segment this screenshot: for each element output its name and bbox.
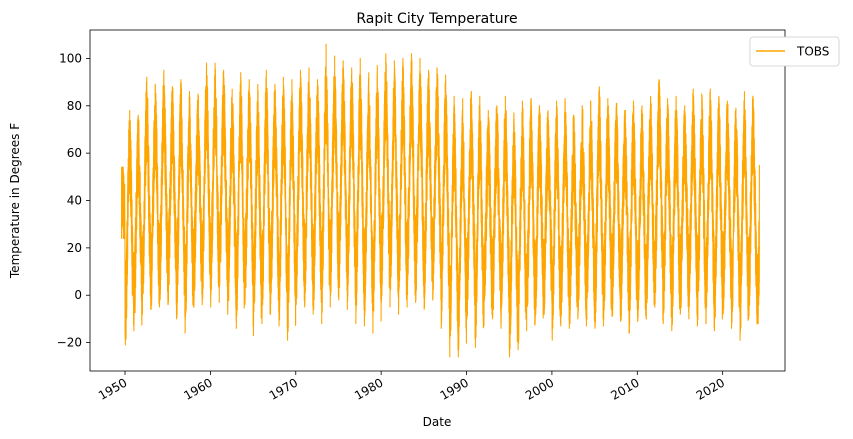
x-tick-label: 1980 bbox=[352, 375, 385, 402]
x-tick-label: 2020 bbox=[694, 375, 727, 402]
series-line-tobs bbox=[121, 43, 760, 358]
x-tick-label: 2000 bbox=[523, 375, 556, 402]
y-tick-label: 40 bbox=[67, 194, 82, 208]
chart-title: Rapit City Temperature bbox=[356, 11, 517, 27]
y-tick-label: 20 bbox=[67, 241, 82, 255]
series-layer bbox=[121, 43, 760, 358]
y-tick-label: 80 bbox=[67, 99, 82, 113]
legend-frame bbox=[749, 36, 840, 67]
x-tick-label: 1990 bbox=[438, 375, 471, 402]
y-axis: −20 0 20 40 60 80 100 bbox=[57, 51, 90, 350]
legend-label: TOBS bbox=[796, 45, 829, 59]
x-axis-label: Date bbox=[423, 415, 452, 429]
y-tick-label: 100 bbox=[59, 51, 82, 65]
x-tick-label: 1970 bbox=[267, 375, 300, 402]
x-axis: 1950 1960 1970 1980 1990 2000 2010 2020 bbox=[96, 371, 727, 403]
y-tick-label: −20 bbox=[57, 336, 82, 350]
y-tick-label: 60 bbox=[67, 146, 82, 160]
y-axis-label: Temperature in Degrees F bbox=[8, 123, 22, 279]
x-tick-label: 1960 bbox=[181, 375, 214, 402]
x-tick-label: 1950 bbox=[96, 375, 129, 402]
x-tick-label: 2010 bbox=[608, 375, 641, 402]
y-tick-label: 0 bbox=[74, 288, 82, 302]
legend: TOBS bbox=[749, 36, 840, 67]
